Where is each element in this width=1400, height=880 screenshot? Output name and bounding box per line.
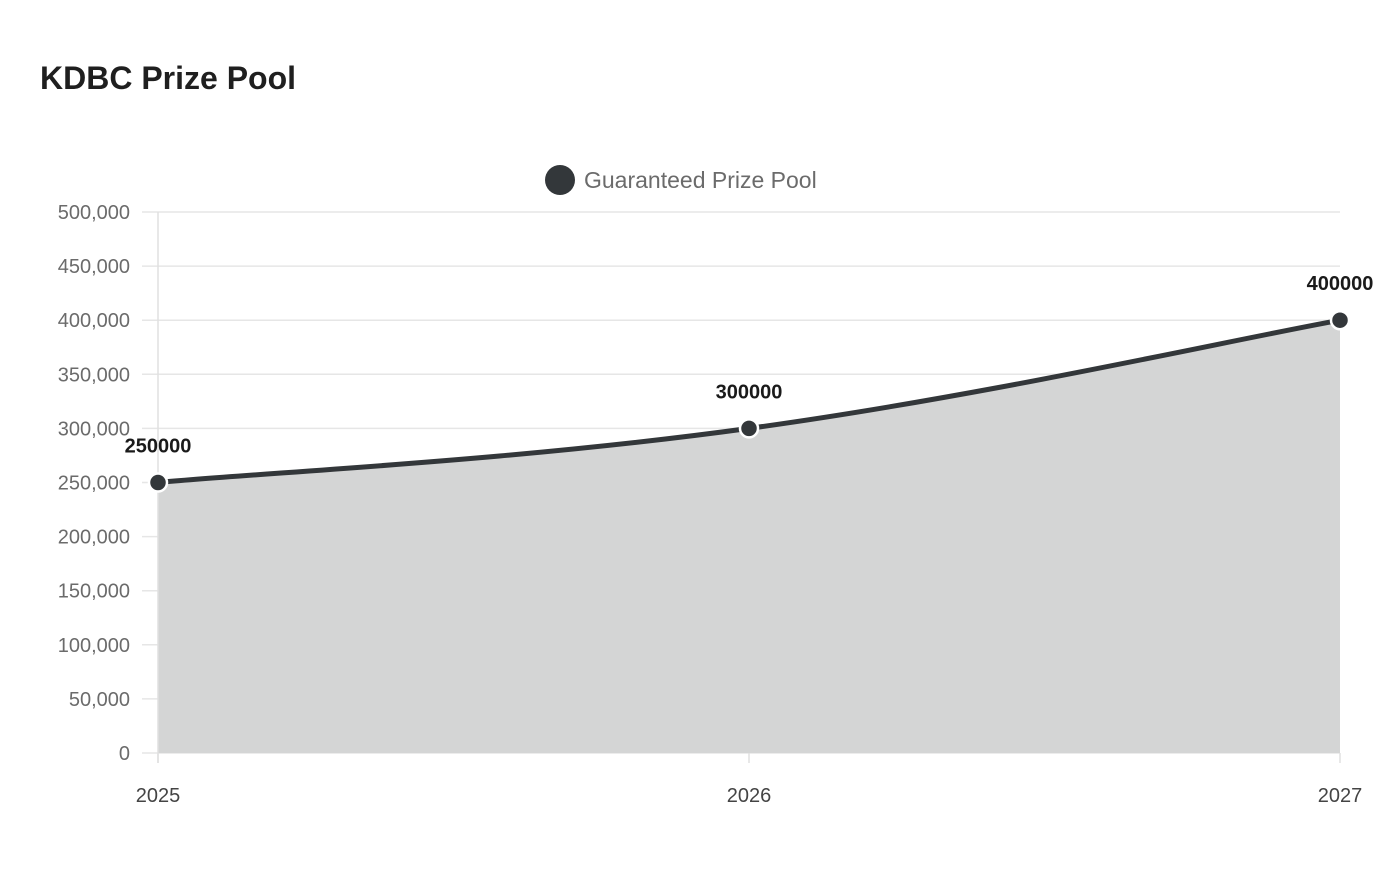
x-tick-label: 2026 <box>727 785 772 807</box>
y-tick-label: 150,000 <box>58 581 130 603</box>
y-tick-label: 500,000 <box>58 202 130 224</box>
x-tick-label: 2025 <box>136 785 181 807</box>
chart-title: KDBC Prize Pool <box>40 60 297 96</box>
series-marks: 250000 300000 400000 <box>125 273 1374 493</box>
legend-swatch[interactable] <box>545 165 575 195</box>
data-point[interactable] <box>738 418 760 439</box>
y-tick-label: 350,000 <box>58 364 130 386</box>
y-tick-label: 50,000 <box>69 689 130 711</box>
data-point[interactable] <box>1329 309 1351 331</box>
y-tick-label: 0 <box>119 743 130 765</box>
y-tick-label: 300,000 <box>58 418 130 440</box>
series-area <box>158 320 1340 753</box>
y-tick-label: 100,000 <box>58 635 130 657</box>
y-tick-label: 250,000 <box>58 473 130 495</box>
y-tick-label: 200,000 <box>58 527 130 549</box>
data-label: 300000 <box>716 381 783 403</box>
y-tick-label: 450,000 <box>58 256 130 278</box>
y-tick-label: 400,000 <box>58 310 130 332</box>
legend-label[interactable]: Guaranteed Prize Pool <box>584 167 817 193</box>
data-label: 400000 <box>1307 273 1374 295</box>
x-tick-label: 2027 <box>1318 785 1363 807</box>
legend[interactable]: Guaranteed Prize Pool <box>545 165 817 195</box>
data-label: 250000 <box>125 436 192 458</box>
axes: 0 50,000 100,000 150,000 200,000 250,000 300,0… <box>58 202 1363 807</box>
area-layer <box>158 320 1340 753</box>
data-point[interactable] <box>147 472 169 493</box>
